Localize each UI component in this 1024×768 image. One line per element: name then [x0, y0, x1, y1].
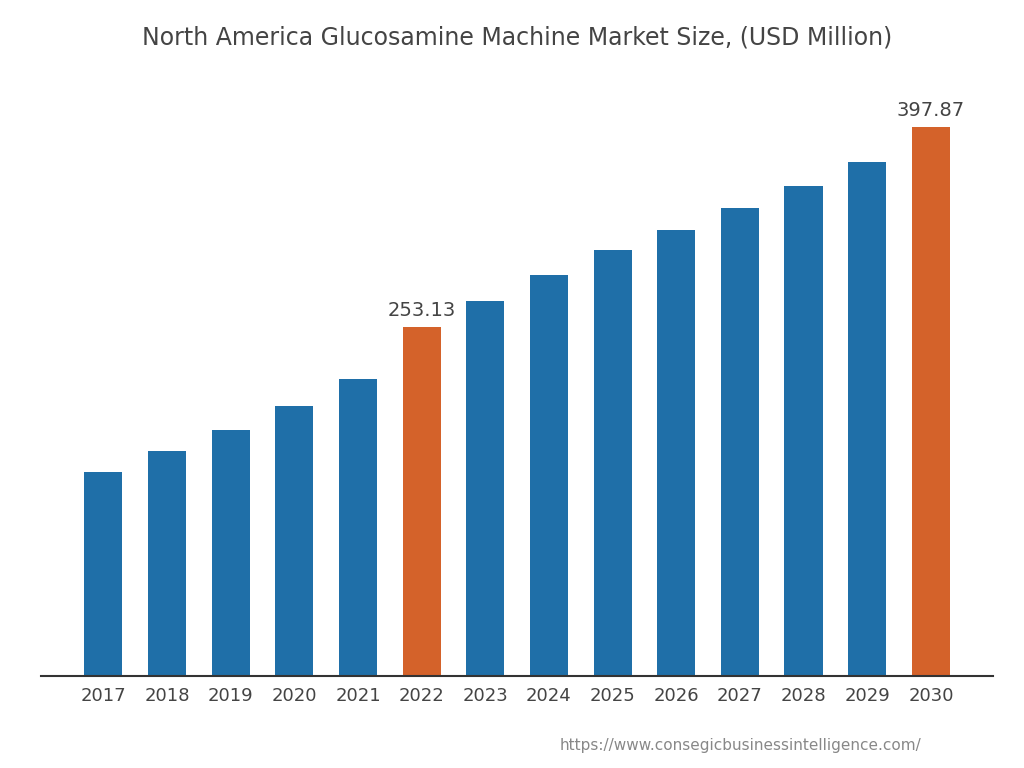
Text: 397.87: 397.87: [897, 101, 965, 121]
Bar: [594, 250, 632, 676]
Bar: [275, 406, 313, 676]
Bar: [212, 430, 250, 676]
Bar: [84, 472, 123, 676]
Bar: [784, 187, 822, 676]
Bar: [339, 379, 377, 676]
Bar: [402, 327, 440, 676]
Title: North America Glucosamine Machine Market Size, (USD Million): North America Glucosamine Machine Market…: [142, 25, 892, 49]
Bar: [721, 208, 759, 676]
Text: https://www.consegicbusinessintelligence.com/: https://www.consegicbusinessintelligence…: [560, 737, 922, 753]
Bar: [911, 127, 950, 676]
Bar: [529, 275, 568, 676]
Bar: [466, 301, 505, 676]
Bar: [848, 161, 887, 676]
Text: 253.13: 253.13: [387, 301, 456, 320]
Bar: [657, 230, 695, 676]
Bar: [147, 451, 186, 676]
